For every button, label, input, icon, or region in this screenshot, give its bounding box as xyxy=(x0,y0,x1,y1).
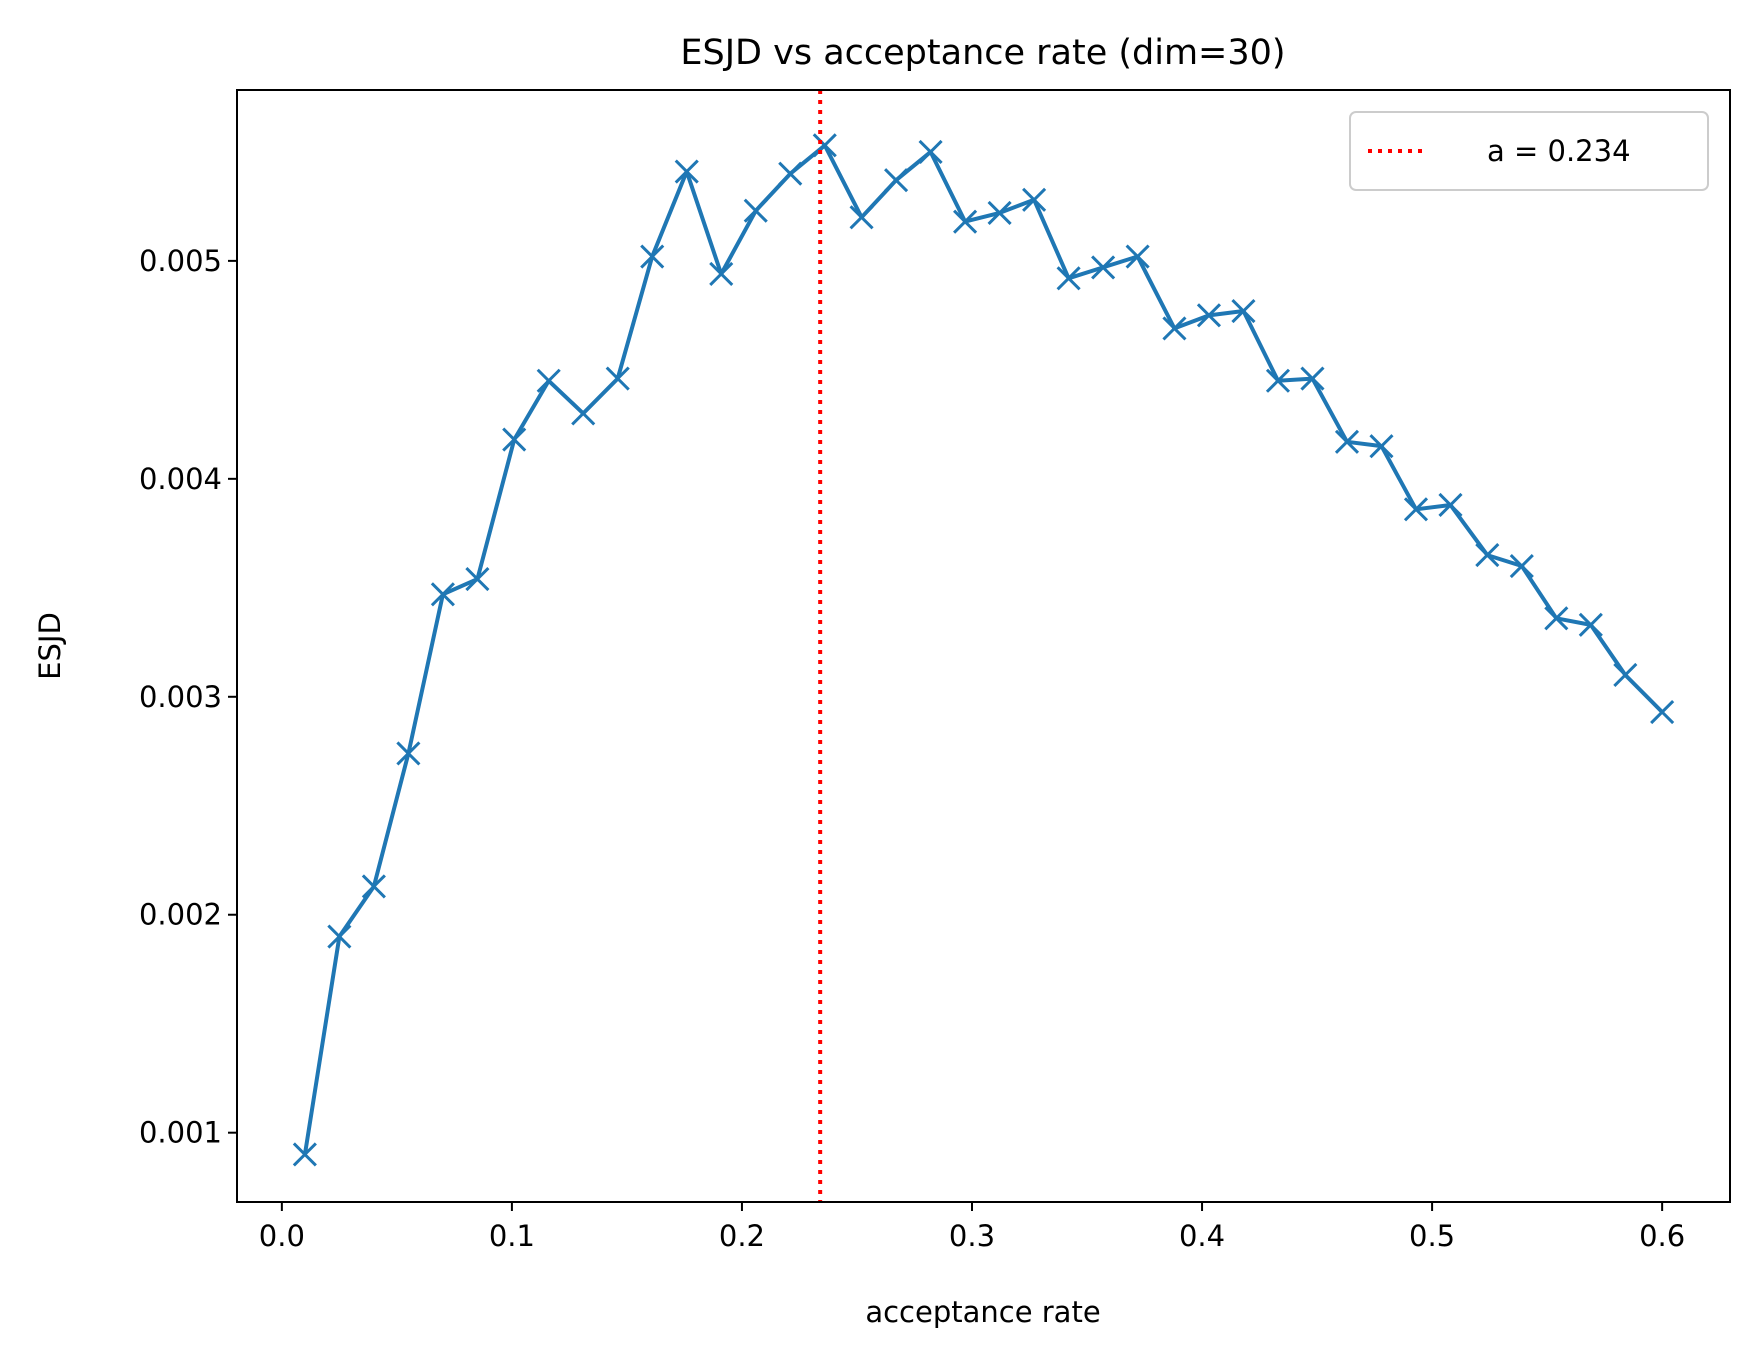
legend-label: a = 0.234 xyxy=(1487,134,1631,168)
data-point-marker xyxy=(778,161,803,186)
data-point-marker xyxy=(1509,553,1534,579)
x-axis-label: acceptance rate xyxy=(865,1295,1100,1329)
y-tick-label: 0.005 xyxy=(139,244,222,278)
data-point-marker xyxy=(1403,497,1429,522)
y-tick-label: 0.004 xyxy=(139,462,222,496)
x-tick-label: 0.4 xyxy=(1179,1219,1225,1253)
data-point-marker xyxy=(571,401,596,426)
data-point-marker xyxy=(1125,244,1150,269)
data-point-marker xyxy=(1438,492,1463,518)
data-point-marker xyxy=(502,427,527,452)
data-point-marker xyxy=(327,924,352,949)
data-point-marker xyxy=(1231,298,1256,324)
data-point-marker xyxy=(292,1142,317,1167)
y-axis: 0.001 0.002 0.003 0.004 0.005 xyxy=(139,244,237,1150)
data-point-marker xyxy=(1196,303,1222,328)
data-point-marker xyxy=(1300,366,1325,391)
data-point-marker xyxy=(884,168,909,193)
data-point-marker xyxy=(1056,266,1081,291)
data-point-marker xyxy=(987,200,1012,225)
x-tick-label: 0.1 xyxy=(489,1219,535,1253)
data-point-marker xyxy=(465,567,490,592)
data-point-marker xyxy=(849,205,874,230)
data-point-marker xyxy=(1544,606,1569,631)
data-point-marker xyxy=(1369,434,1394,459)
legend-box xyxy=(1349,111,1709,191)
chart-title: ESJD vs acceptance rate (dim=30) xyxy=(680,33,1285,73)
data-point-marker xyxy=(674,159,699,184)
x-tick-label: 0.6 xyxy=(1639,1219,1685,1253)
data-point-marker xyxy=(605,366,630,391)
data-point-marker xyxy=(536,368,561,393)
data-point-marker xyxy=(1022,187,1047,212)
data-point-marker xyxy=(1475,543,1500,568)
data-point-marker xyxy=(430,582,455,607)
data-point-marker xyxy=(953,209,978,234)
x-tick-label: 0.3 xyxy=(949,1219,995,1253)
x-tick-label: 0.5 xyxy=(1409,1219,1455,1253)
data-point-marker xyxy=(1162,316,1187,341)
data-point-marker xyxy=(1334,429,1360,454)
data-point-marker xyxy=(709,261,734,287)
y-tick-label: 0.003 xyxy=(139,680,222,714)
data-point-marker xyxy=(1650,699,1675,725)
y-tick-label: 0.001 xyxy=(139,1116,222,1150)
data-point-marker xyxy=(1578,612,1603,637)
y-axis-label: ESJD xyxy=(33,612,67,680)
data-point-marker xyxy=(361,874,386,899)
x-axis: 0.0 0.1 0.2 0.3 0.4 0.5 0.6 xyxy=(259,1202,1685,1253)
data-point-marker xyxy=(812,133,837,158)
legend: a = 0.234 xyxy=(1349,111,1709,191)
data-point-marker xyxy=(743,198,768,223)
x-tick-label: 0.2 xyxy=(719,1219,765,1253)
x-tick-label: 0.0 xyxy=(259,1219,305,1253)
y-tick-label: 0.002 xyxy=(139,898,222,932)
data-point-marker xyxy=(1091,255,1116,280)
data-point-marker xyxy=(396,741,421,766)
axes-frame xyxy=(236,89,1731,1203)
plot-area xyxy=(292,90,1675,1202)
series-line xyxy=(302,143,1664,1155)
data-point-marker xyxy=(640,244,665,269)
data-point-marker xyxy=(918,139,943,164)
data-point-marker xyxy=(1265,368,1291,393)
data-point-marker xyxy=(1613,662,1638,688)
